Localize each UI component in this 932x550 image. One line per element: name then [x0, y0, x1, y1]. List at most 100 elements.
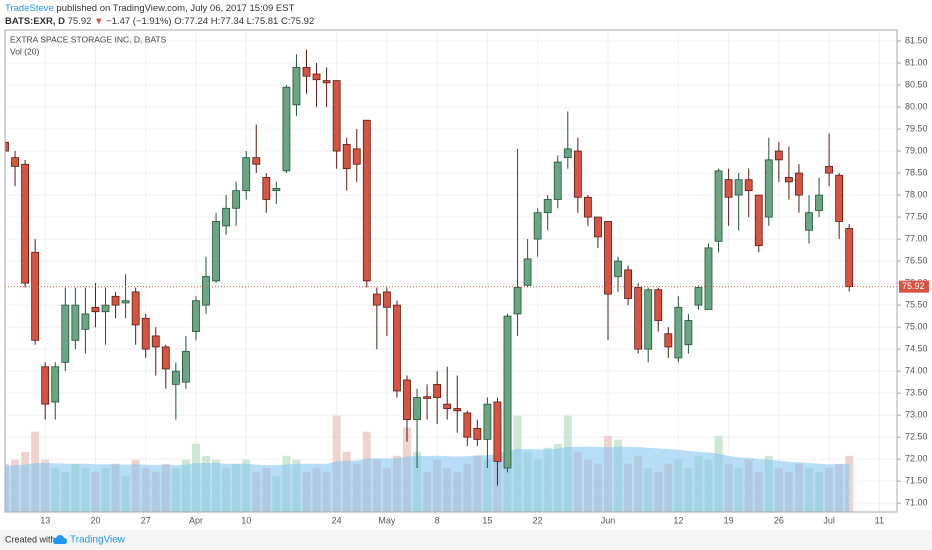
ohlc-open: O:77.24 — [174, 16, 209, 27]
logo-icon — [53, 535, 67, 544]
candle-body — [644, 289, 653, 350]
y-tick-label: 76.50 — [905, 255, 928, 265]
y-tick-label: 73.50 — [905, 388, 928, 398]
candle-body — [202, 276, 210, 306]
x-tick-label: 12 — [673, 515, 683, 525]
candle-body — [131, 291, 140, 326]
candle-body — [684, 320, 693, 346]
y-tick-label: 71.00 — [905, 498, 928, 508]
x-tick-label: May — [378, 515, 396, 525]
footer-created: Created with — [5, 534, 56, 544]
candle-body — [563, 148, 572, 159]
candle-body — [91, 306, 100, 313]
candle-body — [825, 166, 833, 174]
y-tick-label: 73.00 — [905, 410, 928, 420]
candle-body — [443, 403, 452, 409]
candle-body — [624, 269, 632, 299]
candle-body — [433, 383, 442, 398]
x-tick-label: 22 — [533, 515, 543, 525]
publish-line: TradeSteve published on TradingView.com,… — [5, 3, 294, 14]
footer-brand: TradingView — [70, 535, 126, 546]
legend-line: BATS:EXR, D 75.92 ▼ −1.47 (−1.91%) O:77.… — [5, 16, 314, 27]
candle-body — [272, 188, 281, 192]
plot-area — [5, 30, 897, 512]
ohlc-close: C:75.92 — [280, 16, 315, 27]
y-tick-label: 78.00 — [905, 189, 928, 199]
candle-body — [694, 287, 703, 306]
candle-body — [212, 221, 220, 282]
y-tick-label: 71.50 — [905, 476, 928, 486]
y-tick-label: 72.00 — [905, 454, 928, 464]
candle-body — [614, 260, 622, 277]
candle-body — [764, 159, 773, 218]
candle-body — [372, 293, 381, 306]
candle-body — [382, 291, 391, 308]
candle-body — [192, 300, 200, 332]
candle-body — [654, 289, 663, 321]
candle-body — [704, 247, 713, 310]
x-tick-label: 8 — [435, 515, 440, 525]
candle-body — [141, 317, 150, 350]
candle-body — [533, 212, 542, 240]
candle-body — [503, 315, 512, 469]
candle-body — [5, 141, 9, 152]
candle-body — [453, 408, 462, 412]
x-tick-label: 26 — [774, 515, 784, 525]
candle-body — [473, 427, 482, 440]
y-tick-label: 75.50 — [905, 299, 928, 309]
author[interactable]: TradeSteve — [5, 3, 54, 14]
candle-body — [352, 148, 361, 165]
candle-body — [322, 80, 331, 84]
candle-body — [332, 80, 341, 152]
publish-info: published on TradingView.com, July 06, 2… — [56, 3, 295, 14]
candle-body — [734, 179, 743, 196]
y-tick-label: 79.50 — [905, 123, 928, 133]
candle-body — [312, 73, 321, 81]
candle-body — [594, 216, 602, 238]
candle-body — [31, 251, 40, 341]
candle-body — [232, 190, 241, 209]
chart-title: EXTRA SPACE STORAGE INC, D, BATS — [10, 34, 167, 44]
candle-body — [835, 174, 844, 222]
candle-body — [724, 179, 733, 198]
x-tick-label: 13 — [40, 515, 50, 525]
y-tick-label: 81.00 — [905, 57, 928, 67]
candle-body — [573, 150, 582, 198]
y-tick-label: 81.50 — [905, 35, 928, 45]
candle-body — [845, 228, 854, 288]
x-tick-label: 19 — [724, 515, 734, 525]
candle-body — [161, 346, 170, 370]
candle-body — [664, 333, 673, 348]
x-tick-label: 11 — [875, 515, 884, 525]
x-tick-label: 27 — [141, 515, 151, 525]
plot-border — [4, 29, 898, 513]
arrow: ▼ — [94, 16, 104, 27]
candle-body — [171, 370, 180, 385]
last-price: 75.92 — [67, 16, 92, 27]
x-tick-label: Jul — [823, 515, 835, 525]
candle-body — [815, 194, 823, 211]
candle-body — [61, 304, 70, 363]
candle-body — [11, 157, 19, 167]
candle-body — [543, 199, 552, 214]
candle-body — [483, 403, 492, 440]
logo[interactable]: TradingView — [53, 535, 126, 546]
candle-body — [523, 258, 532, 286]
candle-body — [242, 157, 251, 192]
y-tick-label: 80.00 — [905, 101, 928, 111]
candle-body — [604, 221, 612, 295]
y-tick-label: 78.50 — [905, 167, 928, 177]
candle-body — [262, 177, 271, 200]
x-tick-label: 20 — [90, 515, 100, 525]
candle-body — [553, 161, 562, 200]
candle-body — [754, 194, 763, 247]
y-tick-label: 74.00 — [905, 366, 928, 376]
candle-body — [151, 335, 160, 348]
candle-body — [71, 304, 80, 341]
x-tick-label: Apr — [189, 515, 203, 525]
candle-body — [51, 366, 60, 403]
candle-body — [181, 350, 190, 383]
candle-body — [222, 207, 231, 227]
